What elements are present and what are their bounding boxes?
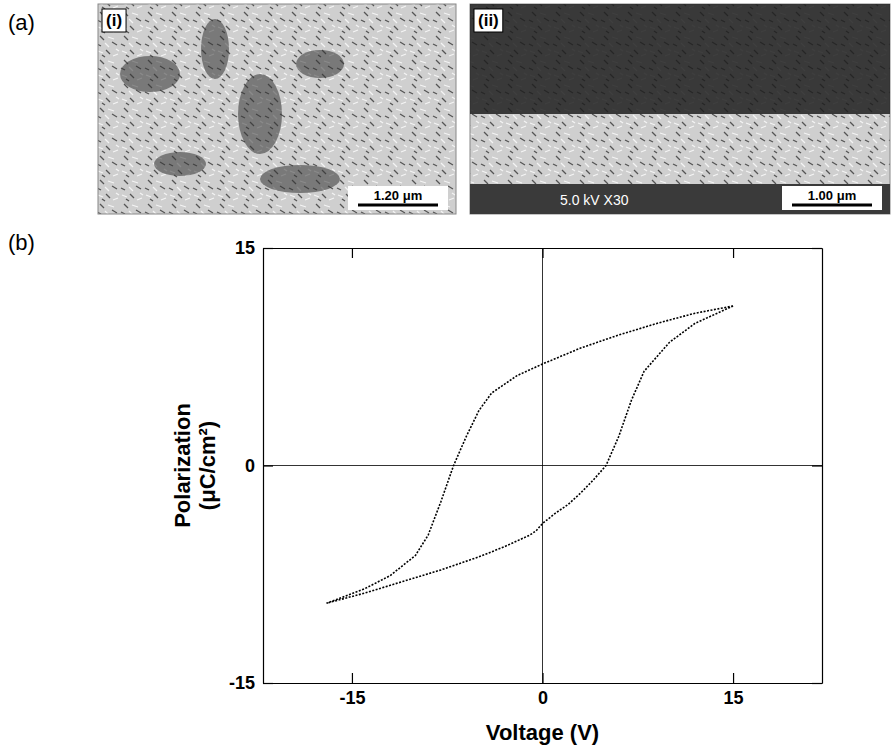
zero-line [542,248,543,683]
tick-label: 0 [538,688,548,708]
tick-label: -15 [339,688,365,708]
tick: 15 [724,673,744,708]
dark-grain [296,50,344,78]
tick: 0 [245,456,273,476]
dark-grain [201,19,229,79]
tick-mark [542,673,543,683]
tick-mark [352,673,353,683]
image-label: (ii) [478,11,499,30]
dark-grain [120,56,180,92]
info-band [470,184,890,214]
panel-label: (b) [8,230,35,255]
sem-image: (i) 1.20 μm [98,4,456,214]
scale-bar-text: 1.00 μm [808,188,856,203]
tick [733,248,734,258]
scale-bar-box [782,186,882,210]
tick-label: -15 [229,673,255,693]
tick-mark [733,248,734,258]
scale-bar [792,204,872,207]
axis [264,248,823,258]
data-line [327,306,734,603]
tick-mark [263,683,273,684]
label-box [474,9,503,32]
label-box [102,9,126,32]
dark-grain [238,74,282,154]
axis-line [264,683,823,684]
dark-grain [154,152,206,176]
scale-bar-text: 1.20 μm [374,188,422,203]
tick-mark [812,248,822,249]
image-label: (i) [106,11,122,30]
axis-title: Polarization(μC/cm²) [170,403,220,528]
tick-mark [263,465,273,466]
tick: 15 [235,238,273,258]
tick: 0 [538,673,548,708]
tick [812,248,822,249]
tick [812,466,822,467]
axis: -15 0 15 [229,238,273,693]
dark-region [470,4,890,114]
figure: (a) (i) 1.20 μm 5.0 kV X30 (ii) 1.00 μm (b) -15… [0,0,894,755]
tick [352,248,353,258]
image-area [98,4,456,214]
tick-mark [733,673,734,683]
tick-label: 0 [245,456,255,476]
tick: -15 [229,673,273,693]
tick-mark [263,248,273,249]
dark-grain [260,165,340,193]
tick-mark [812,683,822,684]
sem-image: 5.0 kV X30 (ii) 1.00 μm [470,4,890,214]
axis-title: Voltage (V) [486,720,599,745]
tick: -15 [339,673,365,708]
image-caption: 5.0 kV X30 [560,192,629,208]
axis: -15 0 15 [264,673,823,708]
image-area [470,4,890,214]
tick-mark [542,248,543,258]
tick-label: 15 [235,238,255,258]
axis [812,249,823,684]
plot-area [327,306,734,603]
tick [543,248,544,258]
panel-label: (a) [8,10,35,35]
tick-label: 15 [724,688,744,708]
tick-mark [352,248,353,258]
tick-mark [812,465,822,466]
tick [812,683,822,684]
axis-line [822,249,823,684]
scale-bar [358,204,438,207]
scale-bar-box [348,186,448,210]
